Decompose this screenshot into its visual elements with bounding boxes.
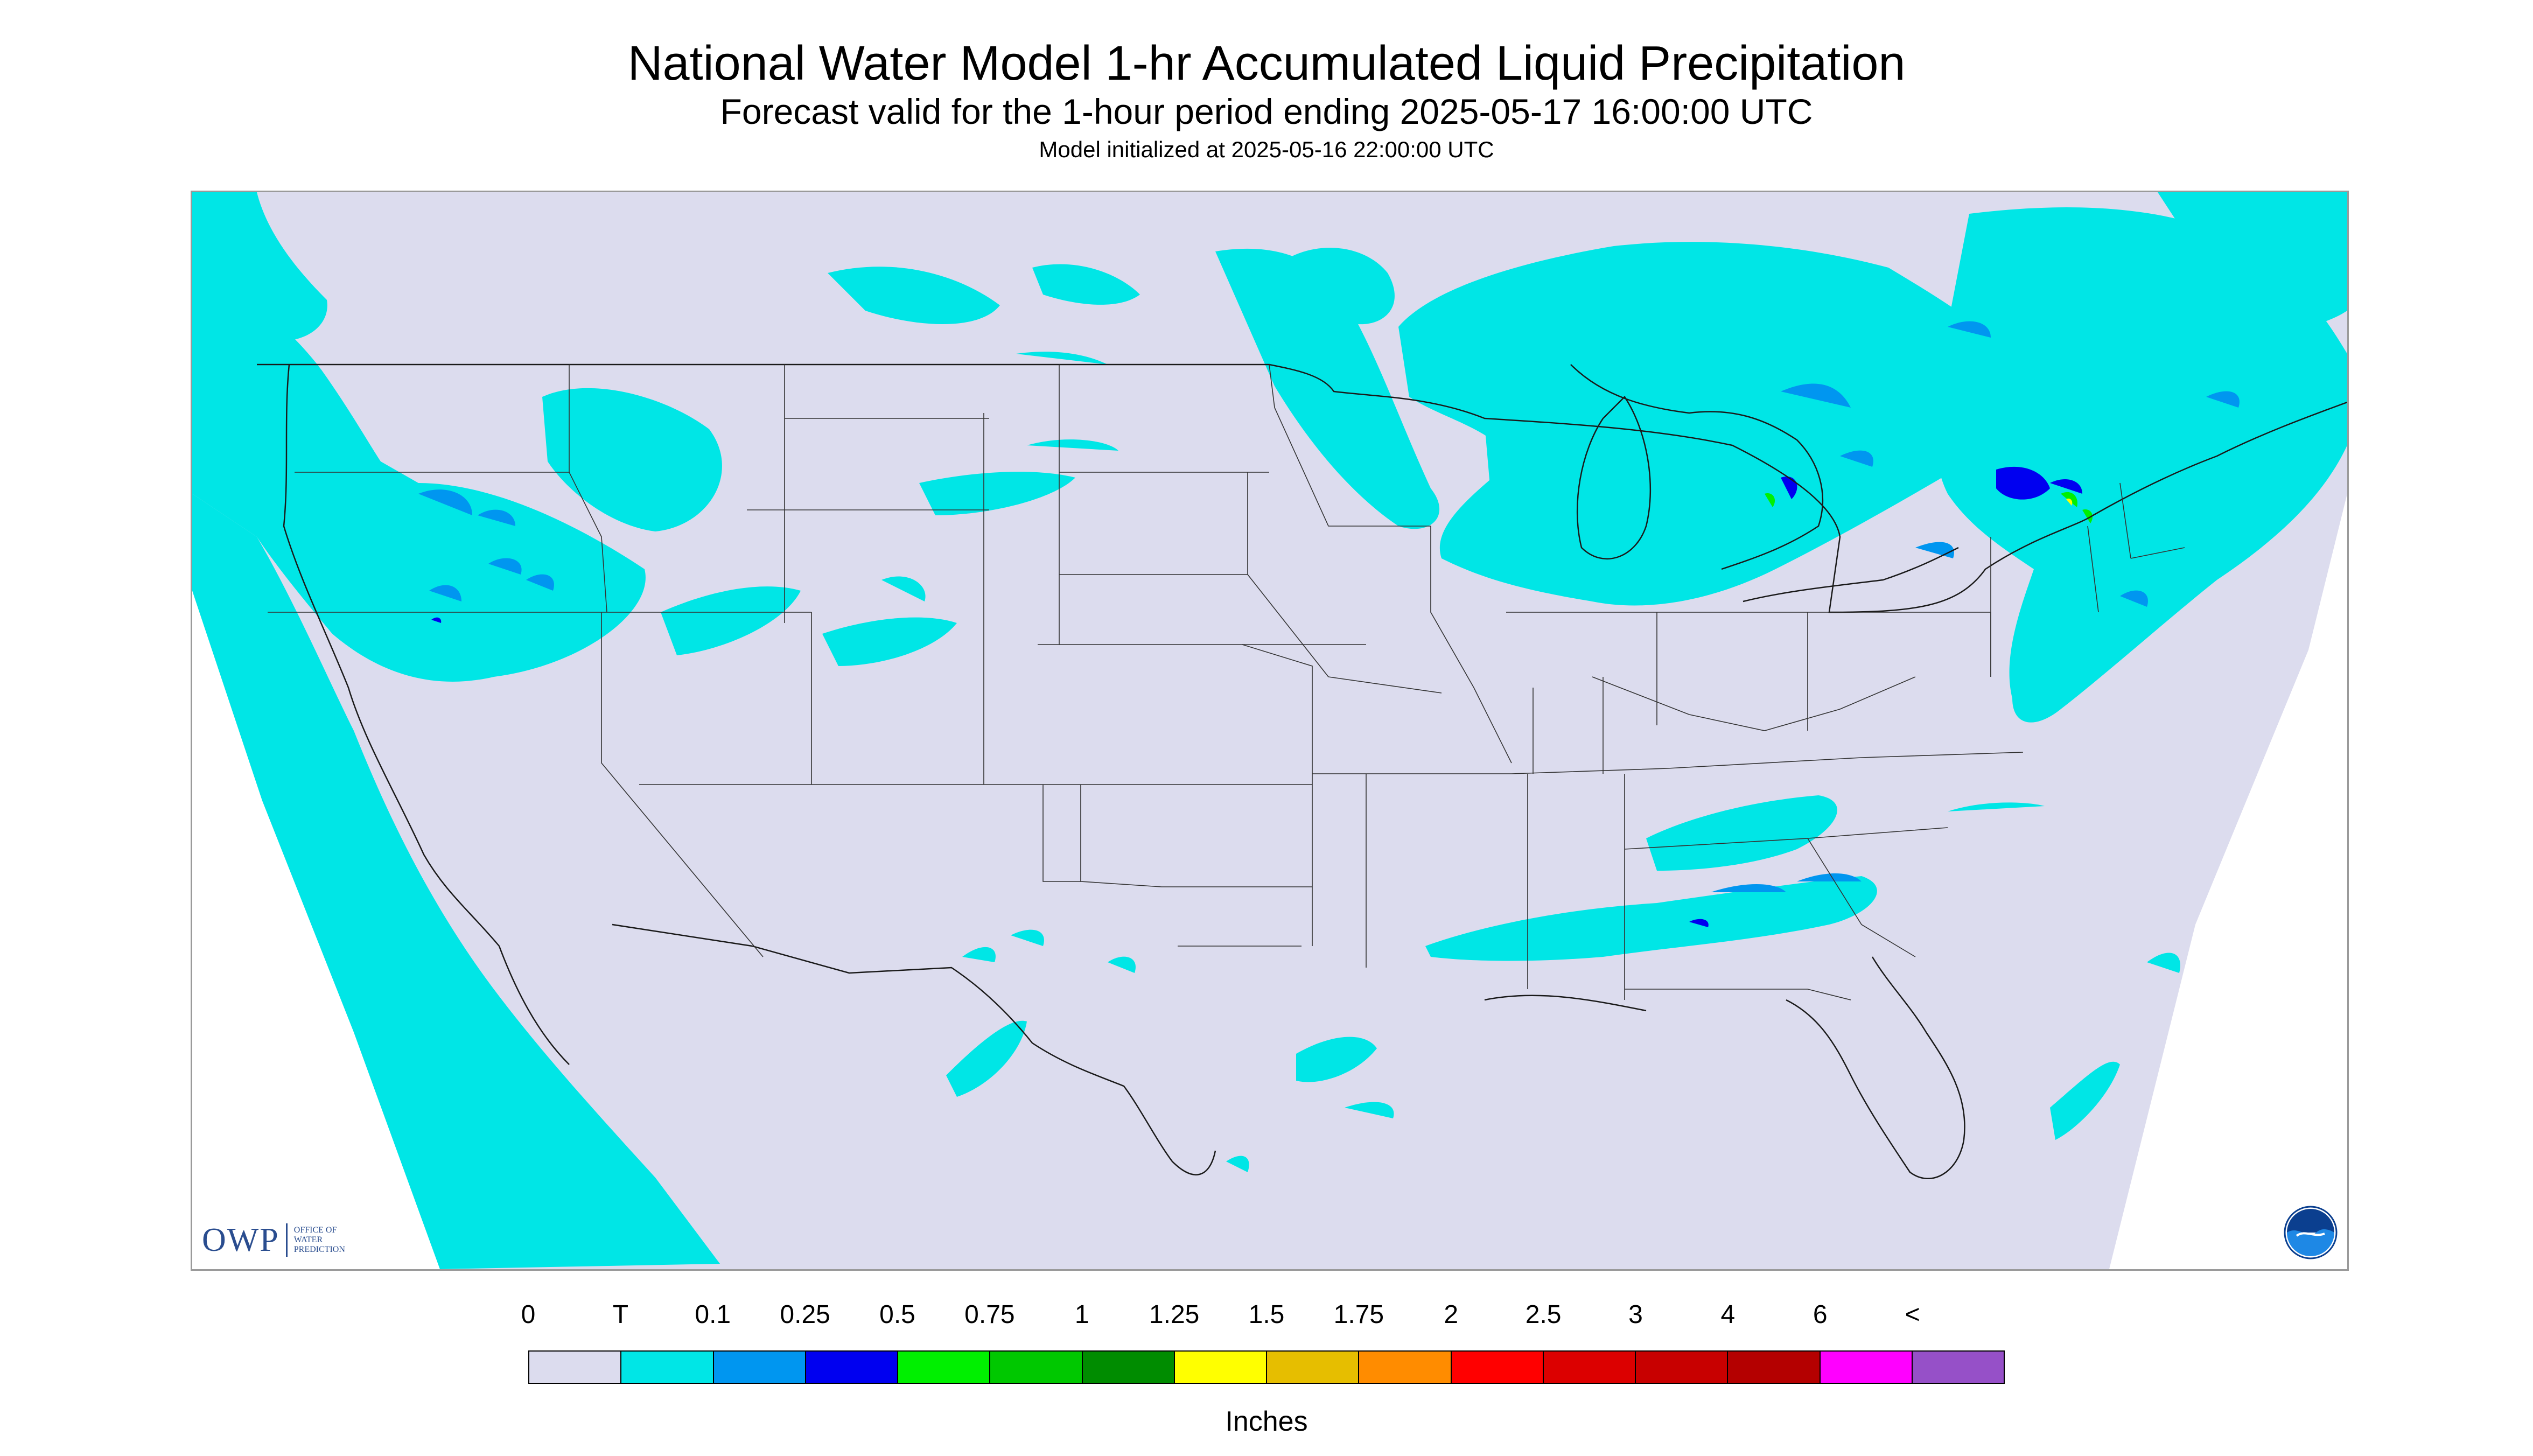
legend-swatch: [713, 1352, 806, 1383]
noaa-logo-icon: [2284, 1206, 2338, 1259]
legend-labels: 0 T 0.1 0.25 0.5 0.75 1 1.25 1.5 1.75 2 2.5 3 4 6 <: [0, 1300, 2533, 1338]
legend-tick-label: 0: [521, 1300, 536, 1329]
map-title: National Water Model 1-hr Accumulated Li…: [627, 37, 1906, 90]
legend-swatch: [1174, 1352, 1267, 1383]
legend-tick-label: 0.25: [780, 1300, 830, 1329]
owp-logo: OWP Office of Water Prediction: [202, 1219, 345, 1262]
legend-tick-label: 1.75: [1333, 1300, 1384, 1329]
legend-swatch: [1912, 1352, 2004, 1383]
legend-tick-label: 1: [1074, 1300, 1089, 1329]
owp-logo-divider: [285, 1223, 288, 1257]
legend-swatch: [1359, 1352, 1452, 1383]
precip-trace-areas: [192, 192, 2347, 1269]
legend-swatch: [1082, 1352, 1175, 1383]
precip-heavy-areas: [1765, 492, 2093, 523]
owp-logo-text: OWP: [202, 1221, 279, 1258]
country-borders: [257, 363, 2347, 1175]
legend-tick-label: T: [612, 1300, 629, 1329]
legend-swatch: [621, 1352, 714, 1383]
legend-tick-label: 6: [1813, 1300, 1828, 1329]
state-borders: [268, 364, 2185, 1000]
legend-swatch: [1728, 1352, 1821, 1383]
legend-swatch: [1451, 1352, 1544, 1383]
legend-tick-label: <: [1905, 1300, 1920, 1329]
coastlines: [283, 364, 1965, 1179]
owp-logo-subtext: Office of Water Prediction: [293, 1226, 345, 1254]
legend-tick-label: 1.5: [1248, 1300, 1285, 1329]
legend-tick-label: 0.1: [695, 1300, 731, 1329]
legend-swatch: [898, 1352, 991, 1383]
precip-quarter-areas: [431, 466, 2082, 927]
color-scale-bar: [528, 1350, 2005, 1384]
legend-tick-label: 2.5: [1525, 1300, 1562, 1329]
legend-swatch: [990, 1352, 1083, 1383]
legend-swatch: [1820, 1352, 1913, 1383]
legend-swatch: [806, 1352, 898, 1383]
legend-tick-label: 3: [1628, 1300, 1643, 1329]
precipitation-map[interactable]: OWP Office of Water Prediction: [191, 191, 2349, 1271]
legend-tick-label: 1.25: [1149, 1300, 1200, 1329]
map-canvas: [192, 192, 2347, 1269]
map-subtitle: Forecast valid for the 1-hour period end…: [720, 92, 1813, 131]
legend-tick-label: 0.75: [964, 1300, 1015, 1329]
legend-tick-label: 4: [1720, 1300, 1736, 1329]
model-init-line: Model initialized at 2025-05-16 22:00:00…: [1039, 137, 1494, 162]
legend-unit-label: Inches: [1225, 1406, 1308, 1437]
legend-swatch: [1543, 1352, 1636, 1383]
legend-swatch: [1636, 1352, 1729, 1383]
legend-tick-label: 0.5: [879, 1300, 915, 1329]
precip-tenth-areas: [418, 321, 2240, 892]
legend-swatch: [1267, 1352, 1360, 1383]
legend-swatch: [529, 1352, 622, 1383]
legend-tick-label: 2: [1444, 1300, 1459, 1329]
